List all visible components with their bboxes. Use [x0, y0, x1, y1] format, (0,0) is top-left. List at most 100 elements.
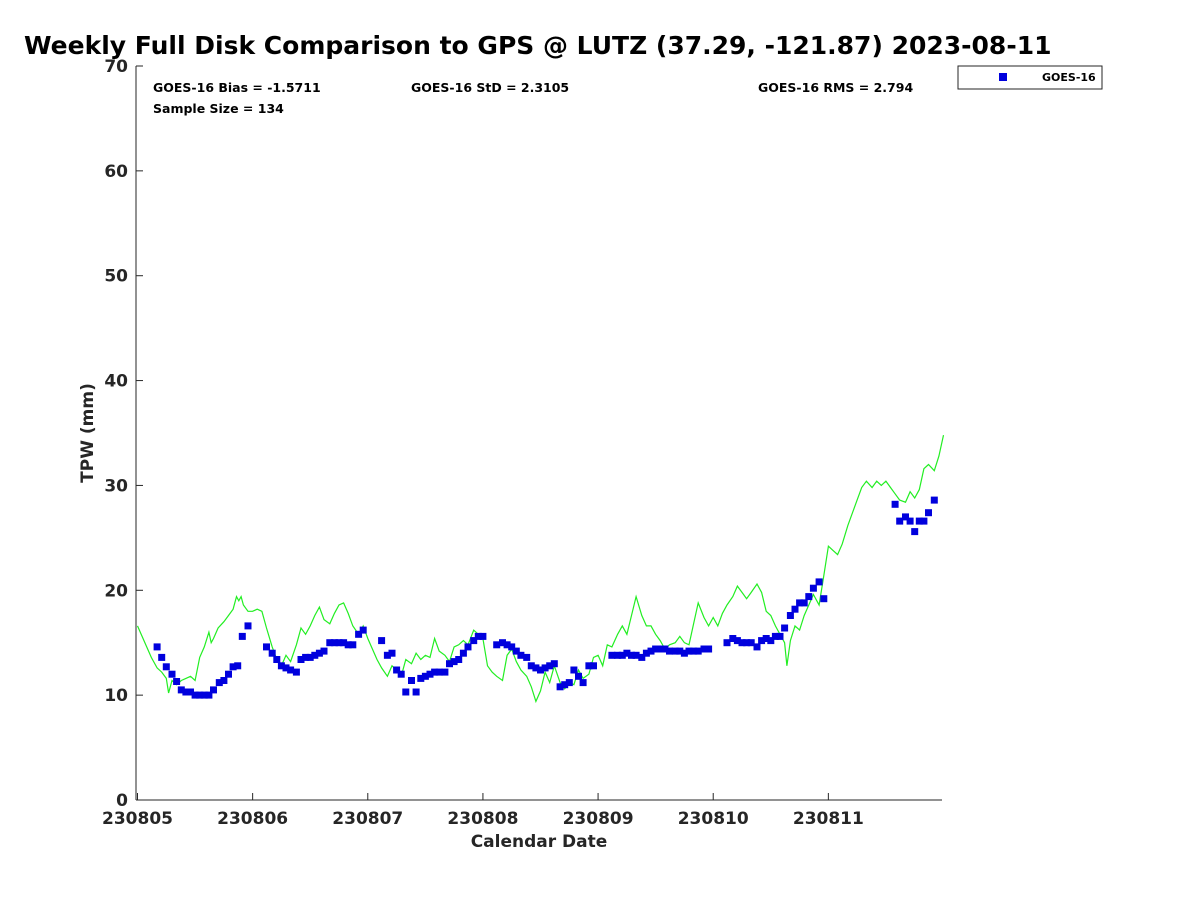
goes16-point	[608, 651, 616, 659]
goes16-point	[579, 679, 587, 687]
y-tick-label: 0	[116, 791, 128, 811]
goes16-point	[503, 641, 511, 649]
goes16-point	[470, 637, 478, 645]
goes16-point	[311, 651, 319, 659]
goes16-point	[508, 643, 516, 651]
goes16-point	[359, 626, 367, 634]
goes16-point	[671, 647, 679, 655]
goes16-point	[393, 666, 401, 674]
x-tick-label: 230809	[563, 809, 634, 829]
x-tick-label: 230811	[793, 809, 864, 829]
x-tick-label: 230807	[332, 809, 403, 829]
goes16-point	[330, 639, 338, 647]
goes16-point	[618, 651, 626, 659]
goes16-point	[700, 645, 708, 653]
goes16-point	[388, 649, 396, 657]
goes16-point	[661, 645, 669, 653]
goes16-point	[781, 624, 789, 632]
x-tick-label: 230805	[102, 809, 173, 829]
goes16-point	[302, 653, 310, 661]
sample-size-stat: Sample Size = 134	[153, 101, 284, 116]
goes16-point	[344, 641, 352, 649]
goes16-point	[426, 670, 434, 678]
goes16-point	[805, 593, 813, 601]
y-tick-label: 10	[104, 686, 128, 706]
goes16-point	[776, 632, 784, 640]
goes16-point	[292, 668, 300, 676]
chart-title: Weekly Full Disk Comparison to GPS @ LUT…	[24, 31, 1052, 60]
goes16-point	[767, 637, 775, 645]
goes16-point	[220, 677, 228, 684]
y-tick-label: 60	[104, 162, 128, 182]
goes16-point	[723, 639, 731, 647]
goes16-point	[815, 578, 823, 586]
goes16-point	[499, 639, 506, 647]
goes16-point	[638, 653, 646, 661]
goes16-point	[517, 651, 525, 659]
goes16-point	[690, 647, 698, 655]
goes16-point	[187, 688, 194, 696]
goes16-point	[168, 670, 176, 678]
goes16-point	[762, 635, 770, 642]
x-axis-label: Calendar Date	[471, 832, 608, 852]
goes16-point	[800, 599, 808, 607]
goes16-point	[809, 584, 817, 592]
goes16-point	[479, 632, 487, 640]
goes16-point	[753, 643, 761, 651]
goes16-point	[647, 647, 655, 655]
goes16-point	[590, 662, 597, 670]
goes16-point	[320, 647, 328, 655]
goes16-point	[729, 635, 737, 642]
goes16-point	[273, 656, 281, 663]
goes16-point	[575, 672, 582, 680]
goes16-point	[546, 662, 554, 670]
goes16-point	[153, 643, 161, 651]
goes16-point	[326, 639, 334, 647]
goes16-point	[378, 637, 386, 645]
x-tick-label: 230810	[678, 809, 749, 829]
goes16-point	[930, 496, 938, 504]
goes16-series	[153, 496, 938, 699]
goes16-point	[234, 662, 242, 670]
goes16-point	[277, 662, 285, 670]
goes16-point	[335, 639, 343, 647]
goes16-point	[623, 649, 631, 657]
goes16-point	[541, 664, 549, 672]
goes16-point	[225, 670, 232, 678]
legend-square-marker-icon	[999, 73, 1007, 81]
goes16-point	[565, 679, 573, 687]
goes16-point	[287, 666, 295, 674]
legend-box	[957, 65, 1103, 90]
goes16-point	[182, 688, 190, 696]
goes16-point	[191, 691, 199, 699]
goes16-point	[435, 668, 443, 676]
goes16-point	[920, 517, 928, 525]
goes16-point	[705, 645, 713, 653]
goes16-point	[417, 674, 425, 682]
goes16-point	[652, 645, 660, 653]
goes16-point	[906, 517, 914, 525]
goes16-point	[297, 656, 305, 663]
goes16-point	[632, 651, 640, 659]
goes16-point	[747, 639, 755, 647]
goes16-point	[215, 679, 223, 687]
goes16-point	[758, 637, 766, 645]
goes16-point	[925, 509, 932, 517]
goes16-point	[196, 691, 204, 699]
goes16-point	[902, 513, 909, 521]
goes16-point	[743, 639, 751, 647]
goes16-point	[820, 595, 828, 603]
goes16-point	[268, 649, 276, 657]
goes16-point	[680, 649, 688, 657]
goes16-point	[205, 691, 213, 699]
goes16-point	[537, 666, 544, 674]
goes16-point	[570, 666, 578, 674]
goes16-point	[397, 670, 405, 678]
goes16-point	[694, 647, 702, 655]
goes16-point	[408, 677, 415, 684]
goes16-point	[493, 641, 501, 649]
goes16-point	[791, 605, 799, 613]
goes16-point	[614, 651, 622, 659]
goes16-point	[523, 653, 531, 661]
